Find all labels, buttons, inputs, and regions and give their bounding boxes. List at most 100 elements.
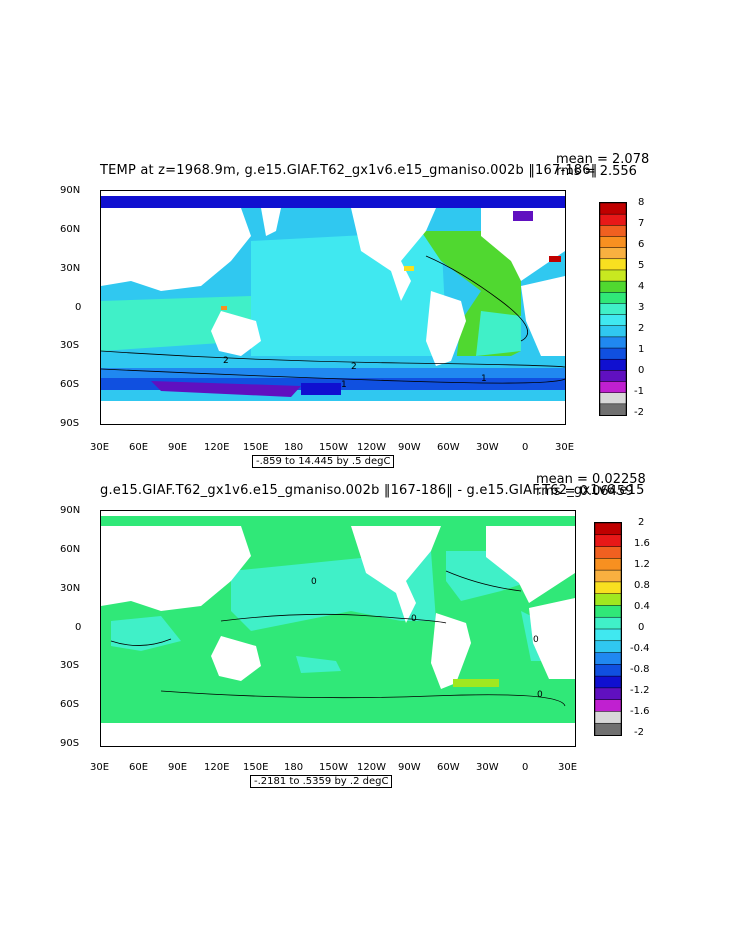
colorbar-label: 3 [638,302,645,313]
colorbar-label: 4 [638,281,645,292]
colorbar-swatch [594,664,622,677]
land-africa [521,276,565,356]
lon-label: 30E [558,762,578,773]
difference-panel: g.e15.GIAF.T62_gx1v6.e15_gmaniso.002b ‖1… [0,470,733,800]
colorbar-label: 2 [638,517,645,528]
lon-label: 60E [129,762,149,773]
lon-label: 150E [243,762,269,773]
colorbar-label: 1.2 [634,559,650,570]
antarctic-purple [151,381,301,397]
colorbar-label: 0 [638,365,645,376]
land-europe [481,208,565,281]
rms-stat: rms = 0.06459 [536,484,634,499]
map-area: 0 0 0 0 [100,510,576,747]
colorbar-swatches [599,202,627,416]
negative-region [111,616,181,651]
lon-label: 30E [555,442,575,453]
warm-patch-med [549,256,561,262]
lat-label: 30N [60,583,81,594]
colorbar-swatch [594,628,622,642]
positive-patch [453,679,499,687]
lon-label: 60E [129,442,149,453]
lat-label: 30N [60,263,81,274]
land-antarctica [101,723,575,746]
lon-label: 150W [319,762,348,773]
colorbar-label: -2 [634,407,644,418]
colorbar-swatch [599,381,627,394]
land-asia [101,526,251,611]
colorbar-label: -2 [634,727,644,738]
lat-label: 60S [60,379,80,390]
contour-range: -.2181 to .5359 by .2 degC [250,775,393,788]
lon-label: 30E [90,762,110,773]
difference-map: 0 0 0 0 [101,511,575,746]
panel-title: TEMP at z=1968.9m, g.e15.GIAF.T62_gx1v6.… [100,163,598,178]
land-antarctica [101,401,565,424]
colorbar-label: 0 [638,622,645,633]
ocean-temperature-map: 2 2 1 1 [101,191,565,424]
land-kamchatka [261,208,281,236]
lat-label: 60N [60,224,81,235]
contour-label: 1 [481,374,487,384]
lon-label: 90E [168,442,188,453]
colorbar-swatch [599,280,627,294]
lon-label: 120W [357,762,386,773]
colorbar-label: 6 [638,239,645,250]
colorbar-swatch [599,358,627,372]
colorbar-label: 0.8 [634,580,650,591]
colorbar [599,202,627,416]
colorbar-label: -0.4 [630,643,650,654]
land-north-edge [101,511,575,516]
lon-label: 60W [437,762,460,773]
colorbar-swatch [599,213,627,227]
colorbar-swatch [599,325,627,338]
contour-label: 1 [341,380,347,390]
negative-region [296,656,341,673]
lon-label: 180 [284,762,304,773]
rms-stat: rms = 2.556 [556,164,637,179]
contour-line [110,638,172,646]
lon-label: 120W [357,442,386,453]
land-north-america [351,208,436,301]
colorbar-swatch [594,522,622,536]
colorbar-swatch [594,546,622,560]
antarctic-deep [301,383,341,395]
contour-line [220,613,447,624]
colorbar-swatches [594,522,622,736]
lon-label: 120E [204,762,230,773]
land-north-edge [101,191,565,196]
warm-patch-indo [221,306,227,310]
lat-label: 30S [60,340,80,351]
lon-label: 60W [437,442,460,453]
lon-label: 0 [522,442,529,453]
land-europe [486,526,575,603]
contour-line [160,690,566,707]
colorbar-label: 7 [638,218,645,229]
lon-label: 120E [204,442,230,453]
colorbar-swatch [599,247,627,260]
panel-title: g.e15.GIAF.T62_gx1v6.e15_gmaniso.002b ‖1… [100,483,645,498]
colorbar-swatch [594,581,622,595]
land-south-america [426,291,466,366]
lon-label: 30E [90,442,110,453]
colorbar-swatch [599,236,627,249]
colorbar-swatch [599,347,627,360]
contour-label: 0 [411,614,417,624]
colorbar-swatch [594,569,622,583]
colorbar-label: 2 [638,323,645,334]
colorbar-swatch [594,558,622,571]
colorbar-swatch [599,403,627,416]
colorbar-swatch [594,534,622,548]
contour-label: 0 [311,577,317,587]
contour-line [445,570,522,592]
colorbar-swatch [594,593,622,607]
colorbar-swatch [599,292,627,305]
temperature-panel: TEMP at z=1968.9m, g.e15.GIAF.T62_gx1v6.… [0,150,733,480]
colorbar-swatch [599,258,627,271]
contour-label: 0 [537,690,543,700]
land-africa [529,598,575,679]
colorbar-swatch [599,314,627,327]
contour-label: 2 [223,356,229,366]
lat-label: 90N [60,505,81,516]
contour-line [101,368,565,384]
